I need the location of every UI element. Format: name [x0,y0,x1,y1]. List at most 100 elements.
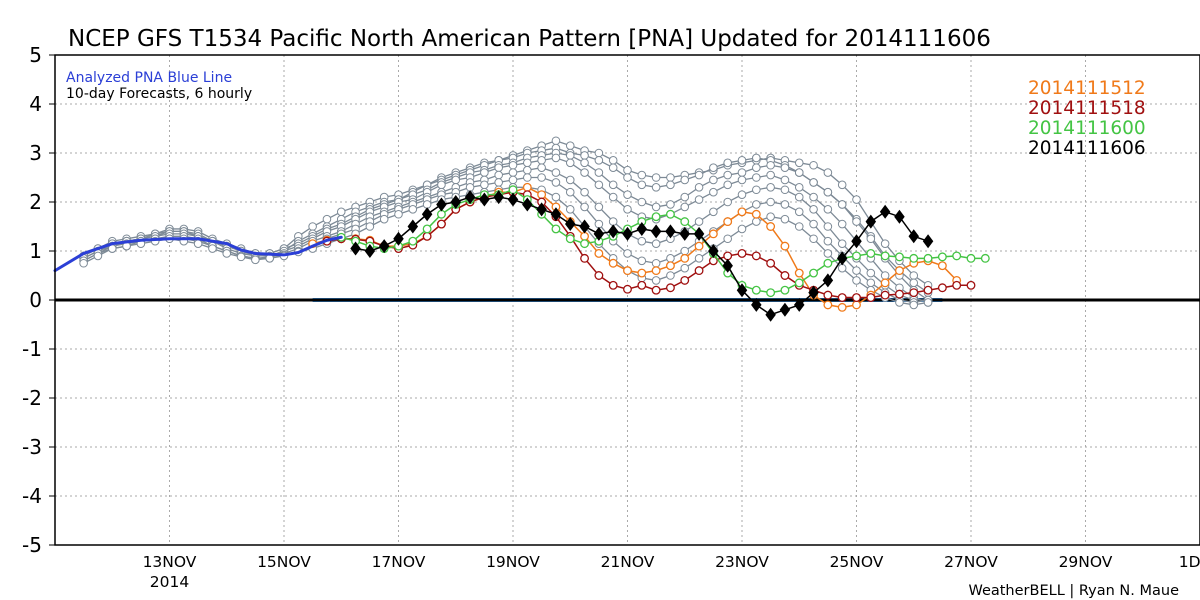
series-point-2014111606 [436,197,447,212]
ensemble-point [823,236,833,246]
series-point-2014111606 [421,207,433,222]
y-tick-label: -2 [22,386,42,410]
ensemble-point [666,200,675,209]
series-point-2014111606 [464,190,476,205]
series-point-2014111606 [636,221,648,236]
series-point-2014111518 [594,271,604,280]
series-point-2014111600 [980,253,990,263]
series-point-2014111512 [580,231,590,241]
ensemble-point [923,298,933,307]
ensemble-point [723,158,732,168]
ensemble-point [823,187,833,197]
series-point-2014111518 [436,219,446,229]
series-point-2014111606 [894,209,905,224]
ensemble-point [666,173,675,182]
series-point-2014111606 [622,226,633,241]
series-point-2014111518 [737,248,747,258]
series-point-2014111606 [479,192,490,207]
ensemble-point [551,136,561,146]
ensemble-point [565,175,575,185]
series-point-2014111600 [436,209,446,219]
x-tick-label: 29NOV [1059,553,1113,571]
series-point-2014111600 [422,224,432,234]
ensemble-point [823,222,833,231]
series-point-2014111606 [779,302,791,317]
ensemble-point [537,163,546,172]
x-axis: 13NOV 2014 15NOV 17NOV 19NOV 21NOV 23NOV 25NOV 2… [143,553,1200,591]
analyzed-pna-line [53,235,343,273]
ensemble-point [852,195,861,204]
ensemble-point [723,170,732,180]
series-point-2014111600 [508,185,518,195]
y-tick-label: 2 [29,190,42,214]
ensemble-point [694,170,704,180]
ensemble-point [623,173,632,182]
ensemble-point [909,271,919,280]
ensemble-point [580,202,589,212]
ensemble-point [680,202,690,212]
ensemble-point [222,249,232,258]
series-point-2014111600 [880,251,890,261]
series-point-2014111518 [823,290,833,300]
ensemble-point [809,160,818,170]
series-point-2014111600 [966,253,976,263]
ensemble-point [637,236,647,246]
ensemble-point [709,175,718,185]
series-point-2014111600 [565,234,575,244]
ensemble-point [494,170,503,180]
ensemble-point [837,200,847,209]
ensemble-point [752,185,761,195]
series-point-2014111606 [822,273,834,288]
ensemble-point [594,219,604,229]
series-point-2014111512 [880,278,890,288]
series-point-2014111600 [780,285,790,295]
ensemble-point [666,180,675,190]
ensemble-point [895,298,904,307]
ensemble-point [809,219,818,229]
series-point-2014111606 [751,297,762,312]
ensemble-point [823,249,833,258]
ensemble-point [651,258,661,268]
y-axis: 5 4 3 2 1 0 -1 -2 -3 -4 -5 [22,43,55,557]
ensemble-point [379,214,389,224]
series-point-2014111606 [679,226,690,241]
series-point-2014111606 [865,214,877,229]
ensemble-point [694,217,704,226]
series-point-2014111600 [952,251,962,261]
y-tick-label: 0 [29,288,42,312]
series-point-2014111606 [550,207,562,222]
series-point-2014111518 [751,251,761,261]
series-point-2014111518 [623,284,632,294]
ensemble-point [422,200,432,209]
ensemble-point [694,183,704,192]
ensemble-point [852,276,861,285]
series-point-2014111518 [952,280,962,290]
ensemble-point [594,168,604,177]
series-point-2014111606 [794,297,805,312]
ensemble-point [737,190,747,199]
ensemble-point [608,192,618,202]
series-point-2014111600 [580,239,590,249]
ensemble-point [766,197,775,207]
series-point-2014111606 [607,224,619,239]
ensemble-point [594,156,604,165]
ensemble-point [651,276,661,285]
y-tick-label: 1 [29,239,42,263]
series-point-2014111600 [794,278,804,288]
ensemble-point [780,163,790,172]
series-point-2014111606 [350,241,361,256]
y-tick-label: -3 [22,435,42,459]
ensemble-point [752,173,761,182]
ensemble-point [480,180,489,190]
series-point-2014111606 [493,190,504,205]
ensemble-point [680,175,690,185]
ensemble-point [651,183,661,192]
series-point-2014111512 [537,190,547,200]
series-point-2014111518 [694,266,704,276]
ensemble-point [437,180,446,190]
ensemble-point [809,234,818,244]
ensemble-point [866,278,876,288]
series-point-2014111518 [651,285,661,295]
ensemble-point [723,234,732,244]
ensemble-point [709,163,718,172]
